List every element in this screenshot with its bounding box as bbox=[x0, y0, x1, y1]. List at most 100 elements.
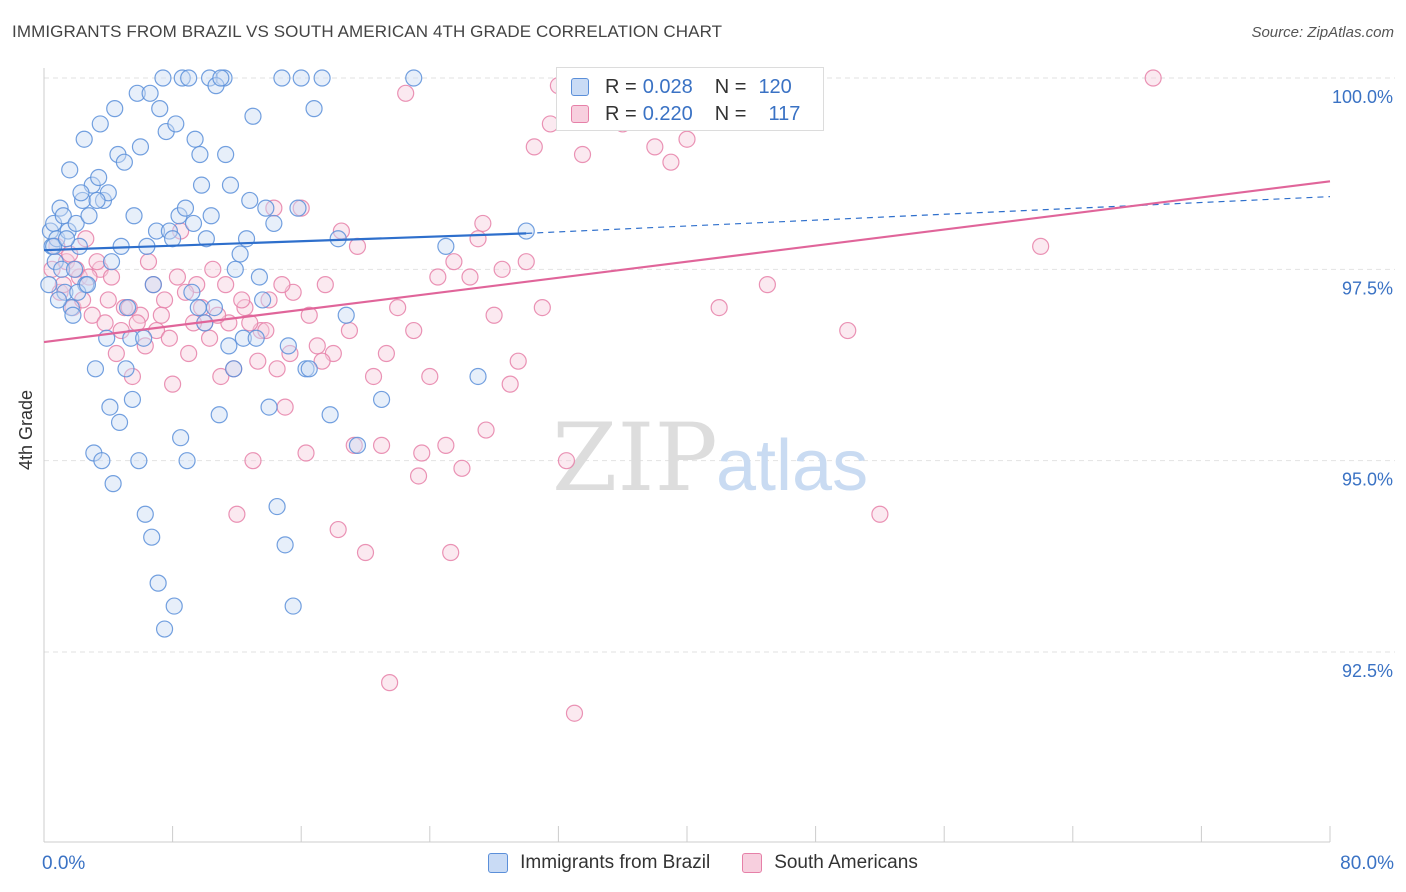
point-south-american bbox=[107, 344, 125, 363]
n-value: 117 bbox=[768, 102, 801, 125]
point-south-american bbox=[99, 291, 117, 309]
point-brazil bbox=[225, 360, 243, 378]
point-brazil bbox=[254, 291, 272, 309]
watermark-zip: ZIP bbox=[552, 404, 718, 513]
point-brazil bbox=[61, 161, 79, 179]
point-brazil bbox=[289, 199, 307, 217]
stats-row-brazil: R = 0.028 N = 120 bbox=[571, 74, 798, 100]
point-brazil bbox=[313, 69, 331, 87]
point-south-american bbox=[397, 84, 415, 102]
legend-swatch-pink bbox=[742, 853, 763, 873]
point-brazil bbox=[337, 306, 355, 324]
point-brazil bbox=[217, 145, 235, 164]
r-value: 0.028 bbox=[642, 75, 693, 98]
point-brazil bbox=[173, 69, 191, 87]
point-brazil bbox=[130, 452, 148, 470]
point-brazil bbox=[88, 191, 106, 210]
point-brazil bbox=[176, 199, 195, 217]
point-brazil bbox=[244, 107, 262, 125]
point-south-american bbox=[372, 436, 391, 454]
point-south-american bbox=[212, 367, 230, 386]
point-brazil bbox=[131, 138, 150, 156]
point-south-american bbox=[409, 467, 428, 485]
point-brazil bbox=[241, 191, 259, 210]
point-brazil bbox=[117, 360, 135, 378]
point-south-american bbox=[96, 314, 114, 332]
point-south-american bbox=[442, 543, 460, 562]
point-south-american bbox=[421, 367, 439, 386]
point-brazil bbox=[57, 230, 76, 248]
y-tick-label: 95.0% bbox=[1342, 470, 1393, 490]
legend-swatch-blue bbox=[571, 78, 589, 96]
point-brazil bbox=[91, 115, 109, 133]
point-brazil bbox=[226, 260, 244, 278]
point-brazil bbox=[260, 398, 278, 416]
point-south-american bbox=[662, 153, 680, 171]
r-label: R = bbox=[605, 75, 637, 98]
point-brazil bbox=[128, 84, 146, 102]
point-brazil bbox=[178, 452, 196, 470]
point-brazil bbox=[273, 69, 291, 87]
point-brazil bbox=[250, 268, 269, 286]
point-south-american bbox=[758, 276, 776, 294]
stats-legend: R = 0.028 N = 120 R = 0.220 N = 117 bbox=[556, 67, 824, 131]
point-brazil bbox=[234, 329, 252, 347]
point-south-american bbox=[533, 299, 551, 317]
point-brazil bbox=[125, 207, 143, 225]
point-brazil bbox=[104, 475, 122, 493]
point-brazil bbox=[186, 130, 204, 148]
point-brazil bbox=[405, 69, 423, 87]
point-brazil bbox=[154, 69, 172, 87]
point-brazil bbox=[276, 536, 294, 554]
point-south-american bbox=[204, 260, 222, 278]
trend-line-south-americans bbox=[43, 180, 1331, 344]
point-south-american bbox=[485, 306, 503, 324]
point-brazil bbox=[151, 100, 169, 118]
point-brazil bbox=[78, 276, 97, 294]
n-label: N = bbox=[714, 75, 747, 98]
point-brazil bbox=[268, 497, 286, 516]
point-south-american bbox=[308, 337, 326, 355]
point-brazil bbox=[149, 574, 167, 592]
point-south-american bbox=[180, 344, 198, 363]
point-south-american bbox=[228, 505, 246, 523]
point-south-american bbox=[139, 253, 158, 271]
point-brazil bbox=[517, 222, 535, 240]
point-south-american bbox=[413, 444, 431, 462]
point-south-american bbox=[517, 253, 535, 271]
point-south-american bbox=[509, 352, 527, 370]
point-south-american bbox=[469, 230, 487, 248]
point-south-american bbox=[268, 360, 286, 378]
point-brazil bbox=[305, 100, 323, 118]
point-south-american bbox=[445, 253, 463, 271]
point-south-american bbox=[474, 214, 492, 233]
point-brazil bbox=[180, 69, 198, 87]
legend-item-brazil: Immigrants from Brazil bbox=[488, 852, 710, 874]
point-brazil bbox=[123, 390, 142, 409]
point-south-american bbox=[557, 452, 576, 470]
point-brazil bbox=[191, 145, 209, 164]
point-south-american bbox=[88, 253, 106, 271]
point-brazil bbox=[155, 620, 174, 638]
point-brazil bbox=[197, 230, 215, 248]
point-south-american bbox=[364, 367, 383, 386]
point-south-american bbox=[217, 276, 235, 294]
source-label: Source: ZipAtlas.com bbox=[1251, 24, 1394, 41]
point-brazil bbox=[192, 176, 211, 194]
y-tick-labels: 100.0% 97.5% 95.0% 92.5% bbox=[1332, 87, 1393, 681]
point-brazil bbox=[90, 168, 108, 187]
point-brazil bbox=[247, 329, 265, 347]
point-brazil bbox=[75, 130, 93, 148]
point-brazil bbox=[70, 237, 88, 255]
point-south-american bbox=[340, 321, 359, 340]
point-south-american bbox=[313, 352, 331, 370]
x-tick-min: 0.0% bbox=[42, 853, 86, 874]
point-south-american bbox=[871, 505, 889, 523]
point-south-american bbox=[678, 130, 696, 148]
point-brazil bbox=[144, 276, 162, 294]
point-brazil bbox=[72, 184, 90, 202]
point-south-american bbox=[300, 306, 318, 324]
point-south-american bbox=[461, 268, 479, 286]
legend-item-south-americans: South Americans bbox=[742, 852, 918, 874]
